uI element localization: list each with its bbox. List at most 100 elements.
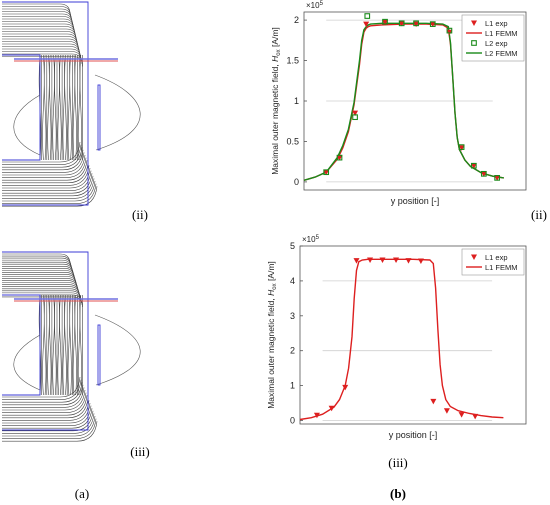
data-point-triangle bbox=[398, 20, 405, 27]
field-line bbox=[2, 389, 86, 411]
label-chart-ii: (ii) bbox=[531, 207, 547, 222]
y-axis-label-prefix: Maximal outer magnetic field, bbox=[270, 62, 280, 175]
femm-simulation-bottom bbox=[2, 251, 141, 442]
field-line bbox=[2, 408, 93, 429]
y-axis-label-unit: [A/m] bbox=[270, 27, 280, 49]
data-point-triangle bbox=[417, 258, 424, 265]
y-axis-label: Maximal outer magnetic field, Hox [A/m] bbox=[266, 261, 278, 409]
legend-label: L1 FEMM bbox=[485, 29, 518, 38]
data-point-triangle bbox=[313, 412, 320, 419]
iron-outline-path bbox=[2, 54, 41, 161]
field-line bbox=[2, 253, 71, 265]
iron-outline bbox=[2, 1, 101, 206]
field-line bbox=[47, 294, 50, 396]
field-line bbox=[94, 314, 141, 386]
field-line bbox=[2, 402, 91, 424]
legend-box bbox=[461, 248, 525, 276]
field-line bbox=[57, 294, 60, 396]
legend-swatch-triangle bbox=[471, 254, 477, 260]
series-line-3 bbox=[303, 22, 504, 181]
y-tick-label: 1.5 bbox=[286, 56, 299, 66]
field-line bbox=[13, 94, 41, 156]
label-sim-iii: (iii) bbox=[130, 444, 150, 459]
y-tick-label: 0 bbox=[290, 416, 295, 426]
field-line bbox=[2, 276, 77, 287]
data-point-square bbox=[494, 175, 500, 181]
y-multiplier: ×105 bbox=[306, 1, 324, 10]
field-line bbox=[2, 415, 96, 437]
field-line bbox=[79, 54, 82, 161]
y-axis-label-symbol: H bbox=[266, 289, 276, 296]
field-line bbox=[2, 154, 86, 176]
field-lines-bottom bbox=[2, 251, 141, 442]
data-point-square bbox=[429, 21, 436, 27]
field-line bbox=[62, 54, 65, 161]
field-line bbox=[79, 294, 82, 396]
data-point-triangle bbox=[379, 257, 386, 263]
field-line bbox=[2, 270, 76, 281]
field-line bbox=[64, 294, 67, 396]
x-axis-label: y position [-] bbox=[389, 430, 438, 440]
data-point-triangle bbox=[470, 163, 477, 169]
field-line bbox=[2, 265, 74, 277]
field-line bbox=[2, 259, 73, 271]
data-point-triangle bbox=[413, 21, 420, 28]
y-tick-label: 5 bbox=[290, 241, 295, 251]
field-line bbox=[2, 410, 94, 432]
chart-top-plot: 0 0.5 1 1.5 2 ×105 y position [-] Maximal outer… bbox=[270, 1, 527, 206]
field-line bbox=[74, 54, 77, 161]
y-tick-label: 0 bbox=[294, 177, 299, 187]
y-tick-label: 4 bbox=[290, 276, 295, 286]
field-line bbox=[69, 294, 72, 396]
iron-outline bbox=[2, 251, 101, 431]
iron-outline-path bbox=[2, 294, 41, 396]
field-line bbox=[2, 382, 83, 403]
field-line bbox=[2, 418, 97, 439]
data-point-square bbox=[413, 20, 419, 27]
field-line bbox=[2, 284, 80, 295]
legend-label: L1 exp bbox=[485, 253, 508, 262]
y-multiplier-exponent: 5 bbox=[316, 235, 320, 241]
data-point-triangle bbox=[472, 413, 479, 420]
y-tick-label: 1 bbox=[294, 96, 299, 106]
legend-swatch-triangle bbox=[471, 20, 477, 26]
field-line bbox=[2, 278, 78, 289]
legend-label: L2 FEMM bbox=[485, 49, 518, 58]
field-line bbox=[2, 376, 81, 398]
field-line bbox=[2, 149, 84, 171]
field-line bbox=[2, 272, 76, 283]
field-line bbox=[2, 405, 92, 426]
data-point-triangle bbox=[458, 412, 465, 418]
field-line bbox=[2, 413, 95, 434]
label-sim-ii: (ii) bbox=[132, 207, 148, 222]
data-point-triangle bbox=[323, 169, 330, 176]
data-point-triangle bbox=[342, 384, 349, 391]
field-line bbox=[49, 294, 52, 396]
field-line bbox=[49, 54, 52, 161]
field-line bbox=[67, 54, 71, 161]
field-line bbox=[2, 173, 93, 194]
field-line bbox=[2, 162, 89, 184]
y-tick-label: 0.5 bbox=[286, 136, 299, 146]
field-line bbox=[2, 180, 96, 202]
data-point-square bbox=[446, 27, 453, 34]
data-point-triangle bbox=[429, 21, 436, 28]
field-line bbox=[43, 294, 47, 396]
data-point-square bbox=[323, 169, 330, 176]
field-line bbox=[72, 294, 76, 396]
field-line bbox=[57, 54, 60, 161]
y-multiplier-exponent: 5 bbox=[320, 1, 324, 7]
y-tick-label: 3 bbox=[290, 311, 295, 321]
field-line bbox=[2, 274, 77, 285]
data-point-triangle bbox=[363, 21, 370, 28]
field-line bbox=[77, 294, 81, 396]
iron-outline-path bbox=[2, 251, 89, 431]
field-line bbox=[2, 141, 81, 163]
field-line bbox=[2, 160, 88, 181]
y-axis-label-subscript: ox bbox=[272, 283, 278, 289]
legend-label: L1 exp bbox=[485, 19, 508, 28]
field-line bbox=[59, 294, 62, 396]
label-chart-iii: (iii) bbox=[388, 455, 408, 470]
iron-outline-path bbox=[2, 1, 89, 206]
